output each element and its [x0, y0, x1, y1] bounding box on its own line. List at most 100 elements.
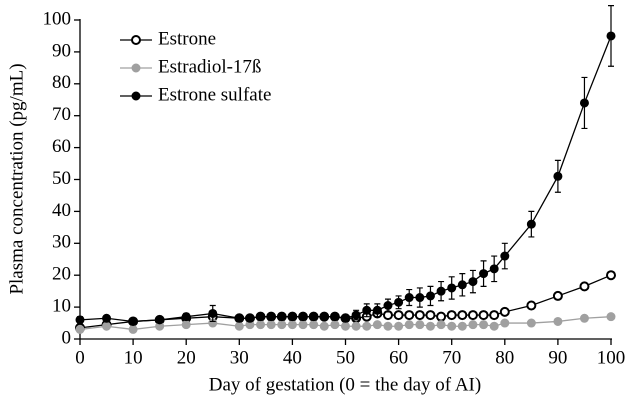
data-point — [309, 312, 319, 322]
data-point — [256, 312, 266, 322]
data-point — [298, 320, 308, 330]
x-tick-label: 10 — [124, 347, 143, 368]
data-point — [552, 290, 563, 301]
x-tick-label: 30 — [230, 347, 249, 368]
data-point — [341, 321, 350, 331]
data-point — [383, 321, 393, 331]
data-point — [372, 320, 382, 330]
data-point — [436, 320, 446, 330]
data-point — [489, 321, 499, 331]
data-point — [181, 320, 191, 330]
data-point — [181, 312, 191, 322]
y-tick-label: 0 — [62, 327, 72, 348]
data-point — [425, 310, 436, 321]
data-point — [319, 321, 329, 331]
data-point — [319, 312, 329, 322]
series-line — [79, 35, 612, 323]
data-point — [298, 312, 308, 322]
data-point — [362, 321, 372, 331]
data-point — [266, 320, 276, 330]
legend-marker — [131, 35, 141, 45]
data-point — [372, 305, 382, 315]
data-point — [479, 320, 489, 330]
x-tick-label: 70 — [442, 347, 461, 368]
data-point — [394, 297, 404, 307]
data-point — [468, 277, 478, 287]
data-point — [457, 280, 467, 290]
data-point — [499, 306, 510, 317]
y-tick-label: 30 — [52, 232, 71, 253]
data-point — [415, 320, 425, 330]
data-point — [414, 310, 425, 321]
data-point — [394, 321, 404, 331]
data-point — [155, 315, 165, 325]
data-point — [330, 312, 340, 322]
data-point — [245, 313, 255, 323]
data-point — [277, 320, 287, 330]
data-point — [128, 316, 138, 326]
data-point — [467, 310, 478, 321]
data-point — [351, 321, 361, 331]
data-point — [404, 310, 415, 321]
x-tick-label: 40 — [283, 347, 302, 368]
data-point — [606, 31, 616, 41]
data-point — [579, 281, 590, 292]
data-point — [425, 291, 435, 301]
data-point — [102, 313, 112, 323]
y-tick-label: 40 — [52, 200, 71, 221]
data-point — [277, 312, 287, 322]
data-point — [579, 313, 589, 323]
data-point — [266, 312, 276, 322]
x-tick-label: 0 — [75, 347, 85, 368]
data-point — [208, 308, 218, 318]
data-point — [415, 293, 425, 303]
legend-label: Estrone — [158, 28, 216, 49]
data-point — [526, 219, 536, 229]
data-point — [447, 283, 457, 293]
data-point — [309, 320, 319, 330]
data-point — [553, 316, 563, 326]
legend-label: Estrone sulfate — [158, 84, 271, 105]
x-tick-label: 80 — [495, 347, 514, 368]
data-point — [234, 321, 244, 331]
data-point — [478, 310, 489, 321]
y-tick-label: 90 — [52, 40, 71, 61]
y-tick-label: 70 — [52, 104, 71, 125]
y-tick-label: 80 — [52, 72, 71, 93]
data-point — [341, 313, 350, 323]
data-point — [404, 320, 414, 330]
x-tick-label: 60 — [389, 347, 408, 368]
data-point — [436, 286, 446, 296]
y-tick-label: 20 — [52, 264, 71, 285]
x-tick-label: 20 — [177, 347, 196, 368]
data-point — [287, 312, 297, 322]
y-axis-label: Plasma concentration (pg/mL) — [6, 63, 27, 294]
data-point — [526, 318, 536, 328]
data-point — [447, 321, 457, 331]
data-point — [553, 171, 563, 181]
data-point — [489, 264, 499, 274]
data-point — [234, 313, 244, 323]
data-point — [330, 320, 340, 330]
data-point — [606, 270, 616, 281]
data-point — [404, 293, 414, 303]
data-point — [362, 305, 372, 315]
data-point — [457, 321, 467, 331]
legend-label: Estradiol-17ß — [158, 56, 261, 77]
y-tick-label: 10 — [52, 295, 71, 316]
x-tick-label: 90 — [548, 347, 567, 368]
data-point — [500, 251, 510, 261]
data-point — [479, 269, 489, 279]
data-point — [489, 310, 500, 321]
data-point — [468, 320, 478, 330]
data-point — [393, 310, 404, 321]
data-point — [287, 320, 297, 330]
data-point — [446, 310, 457, 321]
data-point — [383, 301, 393, 311]
x-axis-label: Day of gestation (0 = the day of AI) — [209, 374, 481, 395]
x-tick-label: 50 — [336, 347, 355, 368]
data-point — [436, 311, 447, 322]
data-point — [425, 321, 435, 331]
